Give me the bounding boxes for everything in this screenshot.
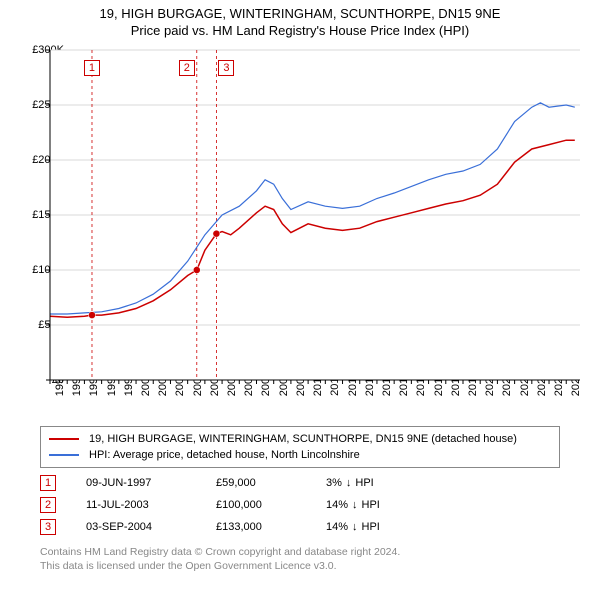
plot-svg [50,50,580,380]
attribution-line1: Contains HM Land Registry data © Crown c… [40,546,560,560]
legend-swatch-1 [49,438,79,440]
legend-row-2: HPI: Average price, detached house, Nort… [49,447,551,463]
marker-price: £59,000 [216,477,326,489]
chart-marker-1: 1 [84,60,100,76]
title-line1: 19, HIGH BURGAGE, WINTERINGHAM, SCUNTHOR… [0,6,600,21]
marker-date: 11-JUL-2003 [86,499,216,511]
marker-date: 09-JUN-1997 [86,477,216,489]
down-arrow-icon: ↓ [346,477,352,489]
marker-date: 03-SEP-2004 [86,521,216,533]
marker-row-2: 2 11-JUL-2003£100,00014%↓HPI [40,494,560,516]
marker-table: 1 09-JUN-1997£59,0003%↓HPI 2 11-JUL-2003£10… [40,472,560,538]
marker-price: £100,000 [216,499,326,511]
marker-pct: 3%↓HPI [326,477,374,489]
chart-area [50,50,580,380]
chart-marker-2: 2 [179,60,195,76]
down-arrow-icon: ↓ [352,521,358,533]
legend-swatch-2 [49,454,79,456]
title-block: 19, HIGH BURGAGE, WINTERINGHAM, SCUNTHOR… [0,0,600,38]
marker-box-2: 2 [40,497,56,513]
legend-box: 19, HIGH BURGAGE, WINTERINGHAM, SCUNTHOR… [40,426,560,468]
attribution: Contains HM Land Registry data © Crown c… [40,546,560,573]
marker-price: £133,000 [216,521,326,533]
attribution-line2: This data is licensed under the Open Gov… [40,560,560,574]
marker-box-1: 1 [40,475,56,491]
chart-container: 19, HIGH BURGAGE, WINTERINGHAM, SCUNTHOR… [0,0,600,590]
chart-marker-3: 3 [218,60,234,76]
legend-label-2: HPI: Average price, detached house, Nort… [89,449,360,461]
legend-label-1: 19, HIGH BURGAGE, WINTERINGHAM, SCUNTHOR… [89,433,517,445]
down-arrow-icon: ↓ [352,499,358,511]
marker-pct: 14%↓HPI [326,521,380,533]
title-line2: Price paid vs. HM Land Registry's House … [0,23,600,38]
marker-row-1: 1 09-JUN-1997£59,0003%↓HPI [40,472,560,494]
legend-row-1: 19, HIGH BURGAGE, WINTERINGHAM, SCUNTHOR… [49,431,551,447]
marker-pct: 14%↓HPI [326,499,380,511]
marker-box-3: 3 [40,519,56,535]
marker-row-3: 3 03-SEP-2004£133,00014%↓HPI [40,516,560,538]
